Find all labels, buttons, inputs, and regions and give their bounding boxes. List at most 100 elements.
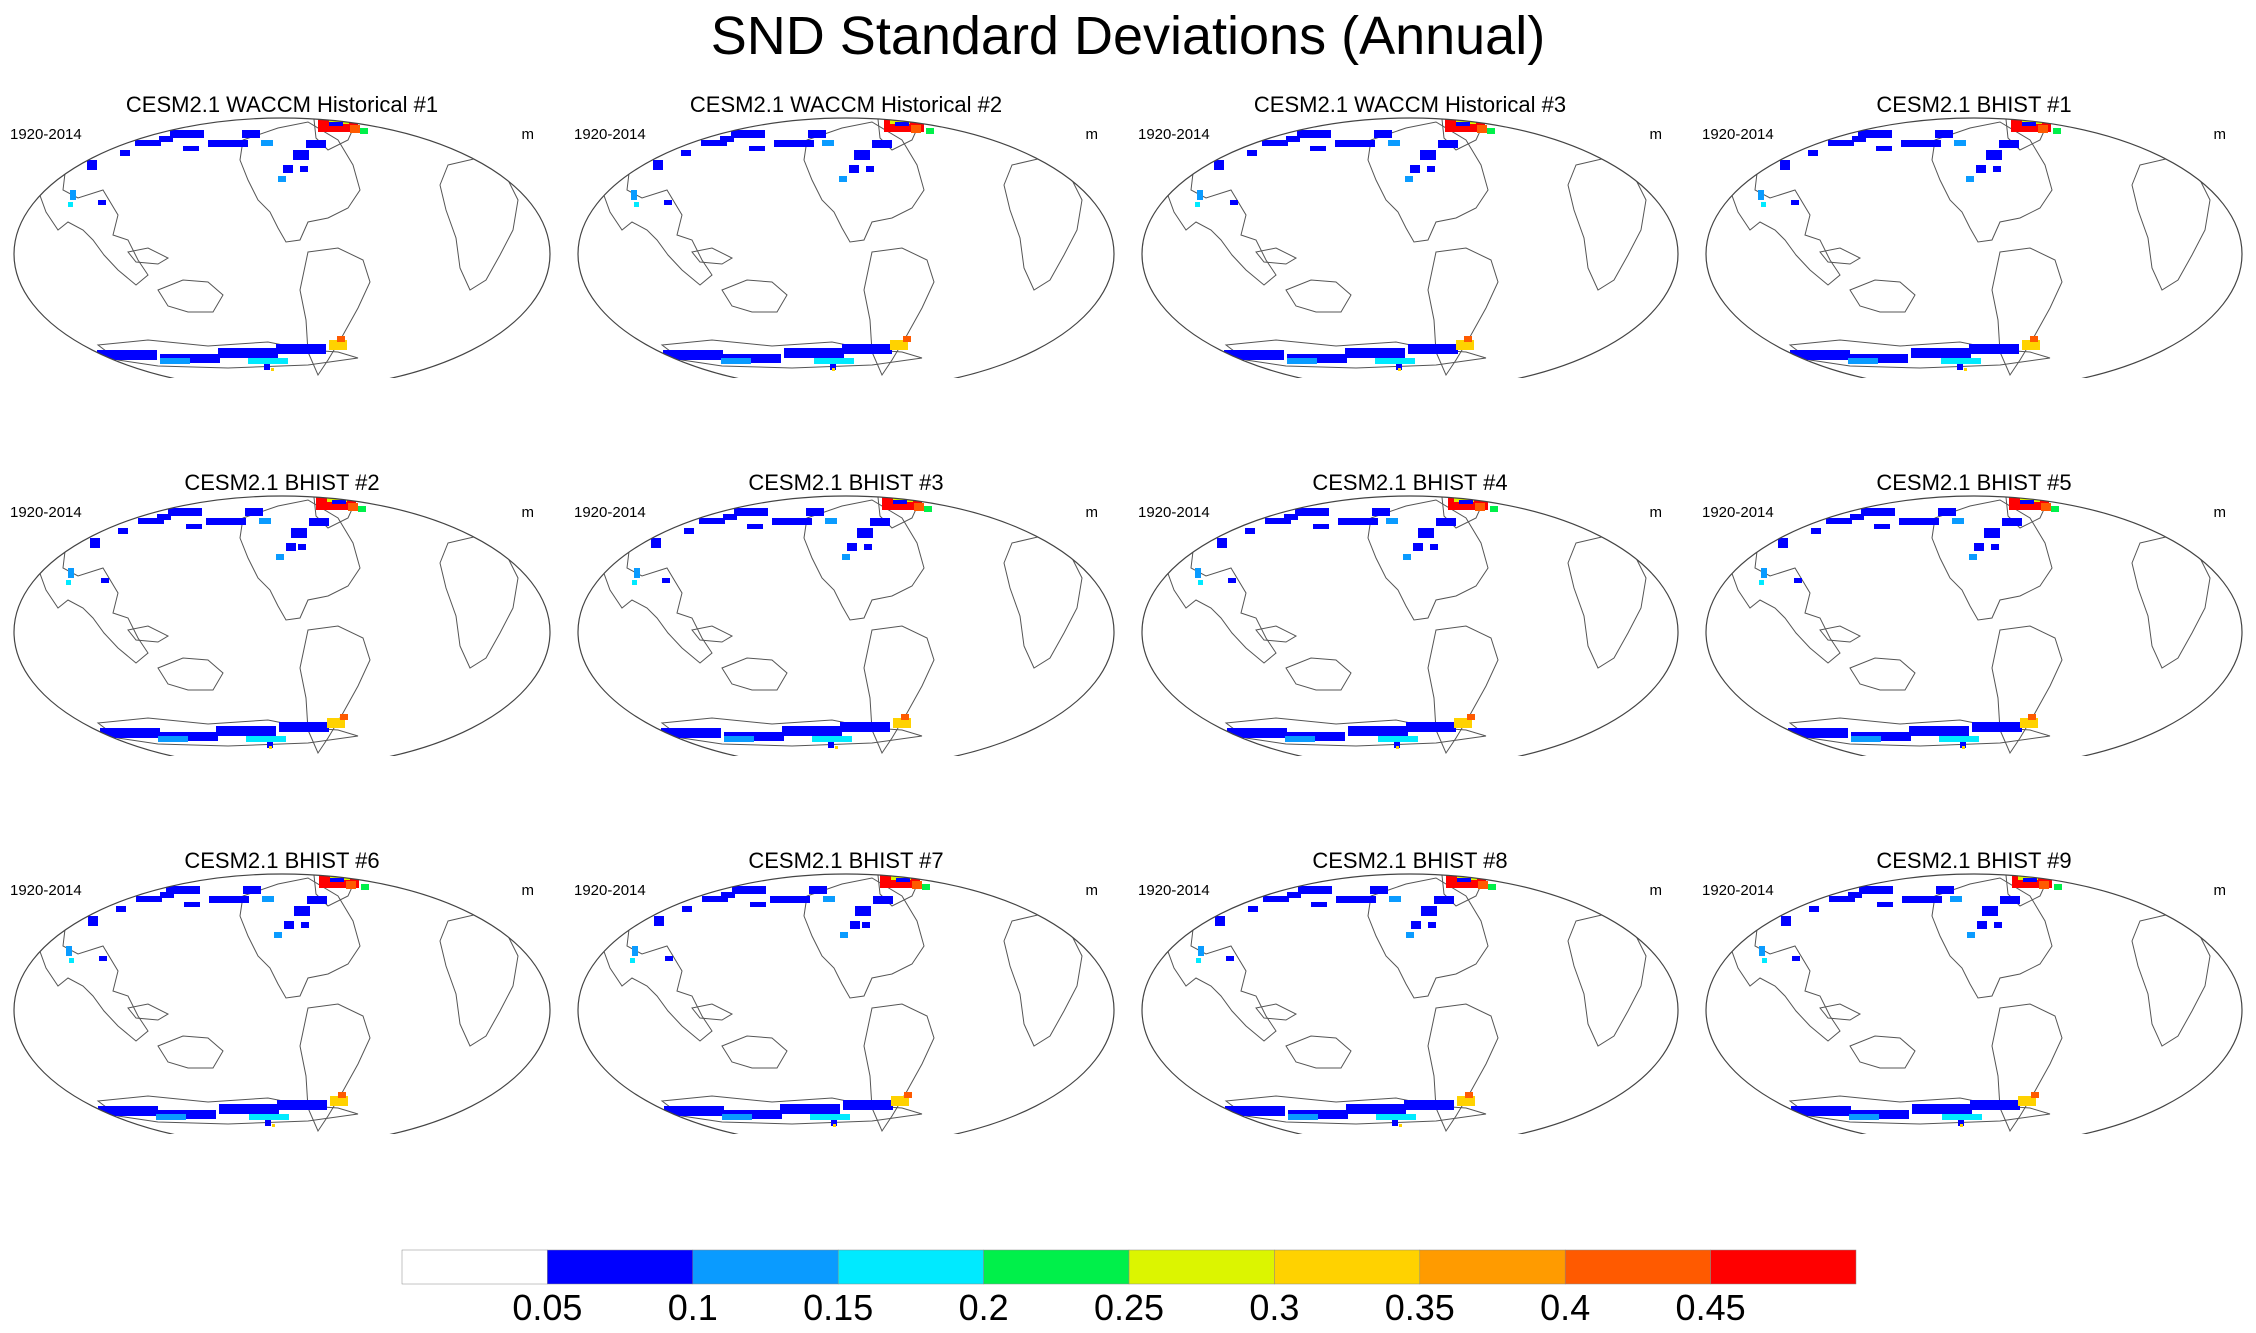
snow-depth-cell [870, 518, 890, 526]
coastline [1991, 247, 2063, 377]
snow-depth-cell [2051, 506, 2059, 512]
snow-depth-cell [1962, 746, 1965, 749]
snow-depth-cell [1982, 906, 1998, 916]
snow-depth-cell [2041, 503, 2051, 511]
snow-depth-cell [1196, 958, 1201, 963]
map-plot [577, 873, 1115, 1134]
coastline [863, 625, 935, 755]
snow-depth-cell [2039, 881, 2049, 889]
coastline [1285, 1035, 1352, 1069]
snow-depth-cell [895, 122, 909, 126]
map-panel: CESM2.1 BHIST #4 1920-2014 m [1128, 378, 1692, 756]
snow-depth-cell [1941, 358, 1981, 364]
coastline [721, 279, 788, 313]
snow-depth-cell [1408, 344, 1458, 354]
snow-depth-cell [890, 340, 908, 350]
snow-depth-cell [1858, 130, 1892, 138]
snow-depth-cell [1958, 1118, 1964, 1126]
snow-depth-cell [1297, 130, 1331, 138]
snow-depth-cell [1376, 1114, 1416, 1120]
snow-depth-cell [216, 726, 276, 736]
snow-depth-cell [160, 892, 174, 898]
snow-depth-cell [242, 130, 260, 138]
snow-depth-cell [850, 921, 860, 929]
snow-depth-cell [1457, 1096, 1475, 1106]
snow-depth-cell [1195, 202, 1200, 207]
snow-depth-cell [279, 722, 329, 732]
snow-depth-cell [329, 340, 347, 350]
coastline [1440, 118, 1487, 151]
coastline [660, 339, 923, 369]
snow-depth-cell [1902, 896, 1942, 903]
snow-depth-cell [168, 508, 202, 516]
snow-depth-cell [1215, 916, 1225, 926]
snow-depth-cell [1214, 160, 1224, 170]
coastline [1819, 625, 1862, 643]
snow-depth-cell [643, 894, 665, 902]
coastline [1931, 877, 2053, 999]
snow-depth-cell [1811, 528, 1821, 534]
snow-depth-cell [1398, 368, 1401, 371]
snow-depth-cell [1198, 580, 1203, 585]
snow-depth-cell [1475, 503, 1485, 511]
snow-depth-cell [306, 140, 326, 148]
colorbar-bin [692, 1249, 839, 1285]
snow-depth-cell [830, 362, 836, 370]
snow-depth-cell [855, 906, 871, 916]
coastline [1991, 1003, 2063, 1133]
colorbar-bin [1564, 1249, 1711, 1285]
panel-period: 1920-2014 [1702, 882, 1774, 899]
snow-depth-cell [926, 128, 934, 134]
snow-depth-cell [808, 130, 826, 138]
snow-depth-cell [1986, 150, 2002, 160]
snow-depth-cell [1911, 348, 1971, 358]
panel-title: CESM2.1 BHIST #7 [748, 848, 944, 873]
panel-units: m [2213, 504, 2227, 521]
snow-depth-cell [1434, 896, 1454, 904]
snow-depth-cell [1467, 714, 1475, 720]
snow-depth-cell [631, 190, 637, 200]
snow-depth-cell [1791, 1106, 1851, 1116]
snow-depth-cell [1994, 922, 2002, 928]
coastline [2131, 535, 2211, 669]
snow-depth-cell [1954, 140, 1966, 146]
snow-depth-cell [1311, 902, 1327, 907]
snow-depth-cell [1313, 524, 1329, 529]
snow-depth-cell [835, 746, 838, 749]
snow-depth-cell [1427, 166, 1435, 172]
coastline [1003, 913, 1083, 1047]
coastline [1285, 279, 1352, 313]
snow-depth-cell [893, 718, 911, 728]
snow-depth-cell [2030, 336, 2038, 342]
coastline [312, 874, 359, 907]
snow-depth-cell [259, 518, 271, 524]
coastline [691, 625, 734, 643]
snow-depth-cell [1829, 896, 1855, 902]
map-plot [13, 495, 551, 756]
coastline [691, 247, 734, 265]
snow-depth-cell [872, 140, 892, 148]
panel-title: CESM2.1 BHIST #4 [1312, 470, 1508, 495]
snow-depth-cell [721, 358, 751, 364]
map-panel: CESM2.1 BHIST #2 1920-2014 m [0, 378, 564, 756]
coastline [1567, 157, 1647, 291]
panel-title: CESM2.1 WACCM Historical #3 [1253, 92, 1567, 117]
map-plot [13, 117, 551, 378]
snow-depth-cell [358, 506, 366, 512]
panel-period: 1920-2014 [574, 882, 646, 899]
snow-depth-cell [1226, 956, 1234, 961]
map-panel: CESM2.1 BHIST #6 1920-2014 m [0, 756, 564, 1134]
snow-depth-cell [1285, 736, 1315, 742]
panel-units: m [521, 882, 535, 899]
snow-depth-cell [866, 166, 874, 172]
snow-depth-cell [723, 514, 737, 520]
coastline [127, 625, 170, 643]
snow-depth-cell [1406, 722, 1456, 732]
snow-depth-cell [782, 726, 842, 736]
coastline [2131, 157, 2211, 291]
snow-depth-cell [248, 358, 288, 364]
snow-depth-cell [309, 518, 329, 526]
snow-depth-cell [854, 150, 870, 160]
snow-depth-cell [66, 580, 71, 585]
snow-depth-cell [922, 884, 930, 890]
